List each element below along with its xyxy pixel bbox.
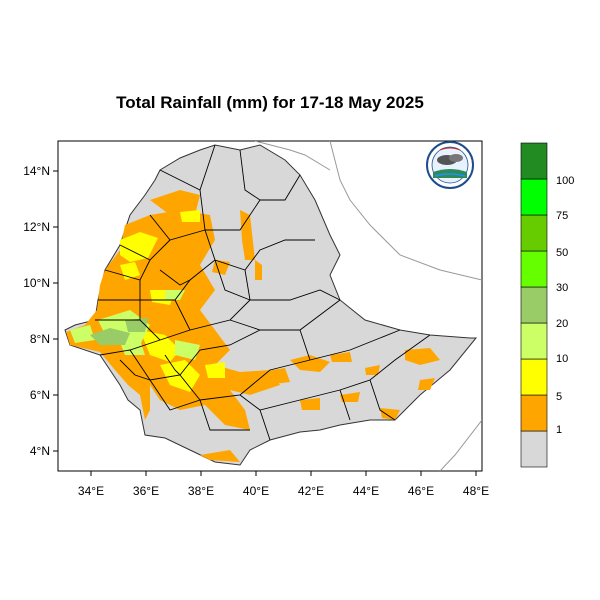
colorbar-swatch — [520, 214, 548, 252]
colorbar-swatch — [520, 322, 548, 360]
lon-tick-label: 42°E — [298, 484, 324, 498]
lat-tick-labels: 14°N 12°N 10°N 8°N 6°N 4°N — [23, 164, 50, 458]
lon-tick-label: 36°E — [133, 484, 159, 498]
colorbar-swatch — [520, 394, 548, 432]
colorbar-labels: 1 5 10 20 30 50 75 100 — [556, 175, 574, 436]
lon-tick-label: 38°E — [188, 484, 214, 498]
colorbar-swatch — [520, 358, 548, 396]
ethiopian-meteorology-institute-logo — [426, 141, 474, 189]
lat-tick-label: 14°N — [23, 164, 50, 178]
colorbar-label: 50 — [556, 247, 568, 259]
lon-tick-label: 46°E — [408, 484, 434, 498]
colorbar-label: 75 — [556, 210, 568, 222]
lon-tick-labels: 34°E 36°E 38°E 40°E 42°E 44°E 46°E 48°E — [78, 484, 489, 498]
tick-marks — [53, 170, 477, 476]
lon-tick-label: 34°E — [78, 484, 104, 498]
lat-tick-label: 12°N — [23, 220, 50, 234]
admin-boundaries — [95, 144, 431, 441]
lon-tick-label: 48°E — [463, 484, 489, 498]
rainfall-20-30mm — [90, 318, 148, 345]
rainfall-1-5mm — [66, 190, 440, 462]
colorbar-label: 30 — [556, 282, 568, 294]
lon-tick-label: 40°E — [243, 484, 269, 498]
lon-tick-label: 44°E — [353, 484, 379, 498]
colorbar-label: 100 — [556, 175, 574, 187]
colorbar-label: 1 — [556, 424, 562, 436]
colorbar-swatch — [520, 250, 548, 288]
colorbar-swatch — [520, 178, 548, 216]
neighbor-borders — [254, 141, 482, 471]
lat-tick-label: 4°N — [30, 444, 50, 458]
lat-tick-label: 6°N — [30, 388, 50, 402]
colorbar-label: 20 — [556, 318, 568, 330]
colorbar-swatch — [520, 286, 548, 324]
colorbar-swatch — [520, 430, 548, 468]
lat-tick-label: 8°N — [30, 332, 50, 346]
colorbar: 1 5 10 20 30 50 75 100 — [520, 142, 574, 468]
colorbar-label: 5 — [556, 391, 562, 403]
colorbar-swatch — [520, 142, 548, 180]
colorbar-label: 10 — [556, 353, 568, 365]
map-title: Total Rainfall (mm) for 17-18 May 2025 — [116, 93, 424, 112]
lat-tick-label: 10°N — [23, 276, 50, 290]
rainfall-5-10mm — [120, 210, 225, 392]
